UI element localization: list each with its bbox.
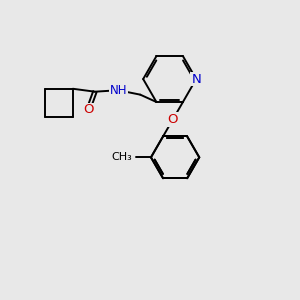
- Text: O: O: [83, 103, 94, 116]
- Text: N: N: [191, 73, 201, 85]
- Text: NH: NH: [110, 84, 127, 97]
- Text: O: O: [167, 113, 178, 126]
- Text: CH₃: CH₃: [111, 152, 132, 162]
